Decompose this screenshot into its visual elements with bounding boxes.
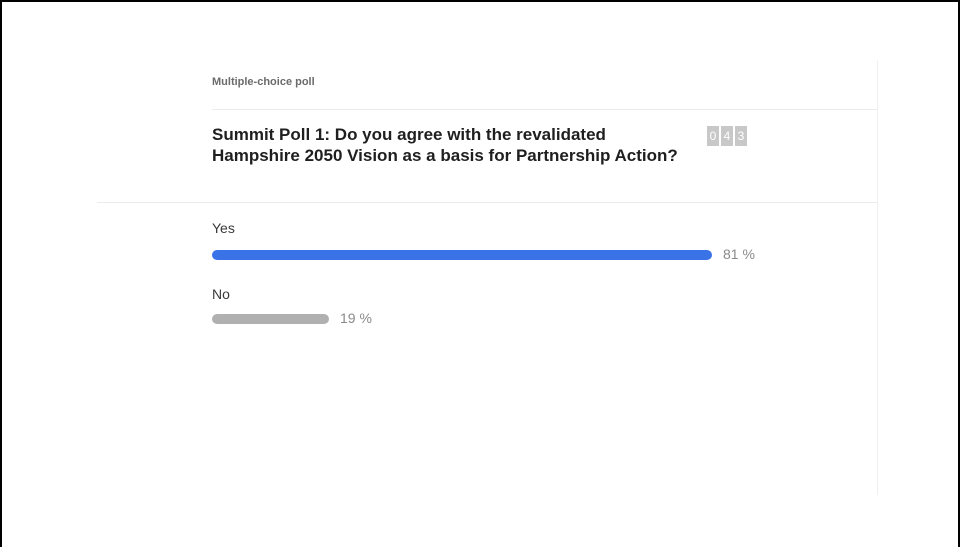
question-divider xyxy=(97,202,877,203)
option-label-no: No xyxy=(212,286,230,302)
result-percent-yes: 81 % xyxy=(723,246,755,262)
result-bar-no xyxy=(212,314,329,324)
header-divider xyxy=(212,109,877,110)
counter-digit: 4 xyxy=(721,126,733,146)
result-percent-no: 19 % xyxy=(340,310,372,326)
poll-question: Summit Poll 1: Do you agree with the rev… xyxy=(212,125,678,165)
counter-digit: 3 xyxy=(735,126,747,146)
result-bar-track-yes xyxy=(212,250,712,260)
response-counter: 0 4 3 xyxy=(707,126,747,146)
option-label-yes: Yes xyxy=(212,220,235,236)
result-bar-track-no xyxy=(212,314,712,324)
poll-type-label: Multiple-choice poll xyxy=(212,76,315,88)
result-bar-yes xyxy=(212,250,712,260)
panel-divider xyxy=(877,60,878,495)
counter-digit: 0 xyxy=(707,126,719,146)
